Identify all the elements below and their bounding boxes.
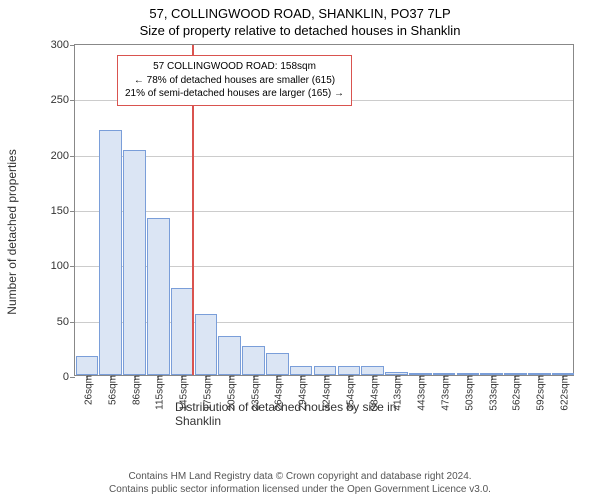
attribution-footer: Contains HM Land Registry data © Crown c… [0,470,600,500]
annotation-line3: 21% of semi-detached houses are larger (… [125,87,344,101]
histogram-bar [147,218,170,375]
address-title: 57, COLLINGWOOD ROAD, SHANKLIN, PO37 7LP [0,0,600,21]
histogram-bar [290,366,313,375]
xtick-label: 56sqm [103,375,118,405]
annotation-line2: ← 78% of detached houses are smaller (61… [125,74,344,88]
histogram-bar [171,288,194,375]
xtick-label: 592sqm [532,375,547,411]
gridline [75,156,573,157]
histogram-bar [99,130,122,375]
ytick-label: 50 [45,316,75,328]
ytick-label: 0 [45,371,75,383]
xtick-label: 503sqm [460,375,475,411]
histogram-bar [242,346,265,375]
ytick-label: 250 [45,94,75,106]
footer-line1: Contains HM Land Registry data © Crown c… [0,470,600,483]
chart-container: Number of detached properties 0501001502… [40,44,580,420]
ytick-label: 300 [45,39,75,51]
property-annotation-box: 57 COLLINGWOOD ROAD: 158sqm ← 78% of det… [117,55,352,106]
xtick-label: 26sqm [79,375,94,405]
histogram-bar [218,336,241,375]
gridline [75,211,573,212]
xtick-label: 622sqm [556,375,571,411]
y-axis-title: Number of detached properties [5,149,19,314]
histogram-bar [195,314,218,375]
histogram-bar [338,366,361,375]
histogram-bar [76,356,99,375]
ytick-label: 150 [45,205,75,217]
xtick-label: 533sqm [484,375,499,411]
histogram-bar [361,366,384,375]
ytick-label: 200 [45,150,75,162]
chart-subtitle: Size of property relative to detached ho… [0,21,600,38]
x-axis-title: Distribution of detached houses by size … [175,400,445,428]
xtick-label: 562sqm [508,375,523,411]
xtick-label: 86sqm [127,375,142,405]
footer-line2: Contains public sector information licen… [0,483,600,496]
ytick-label: 100 [45,260,75,272]
histogram-bar [314,366,337,375]
histogram-bar [266,353,289,375]
xtick-label: 115sqm [151,375,166,410]
histogram-bar [123,150,146,375]
annotation-line1: 57 COLLINGWOOD ROAD: 158sqm [125,60,344,74]
plot-area: 05010015020025030026sqm56sqm86sqm115sqm1… [74,44,574,376]
